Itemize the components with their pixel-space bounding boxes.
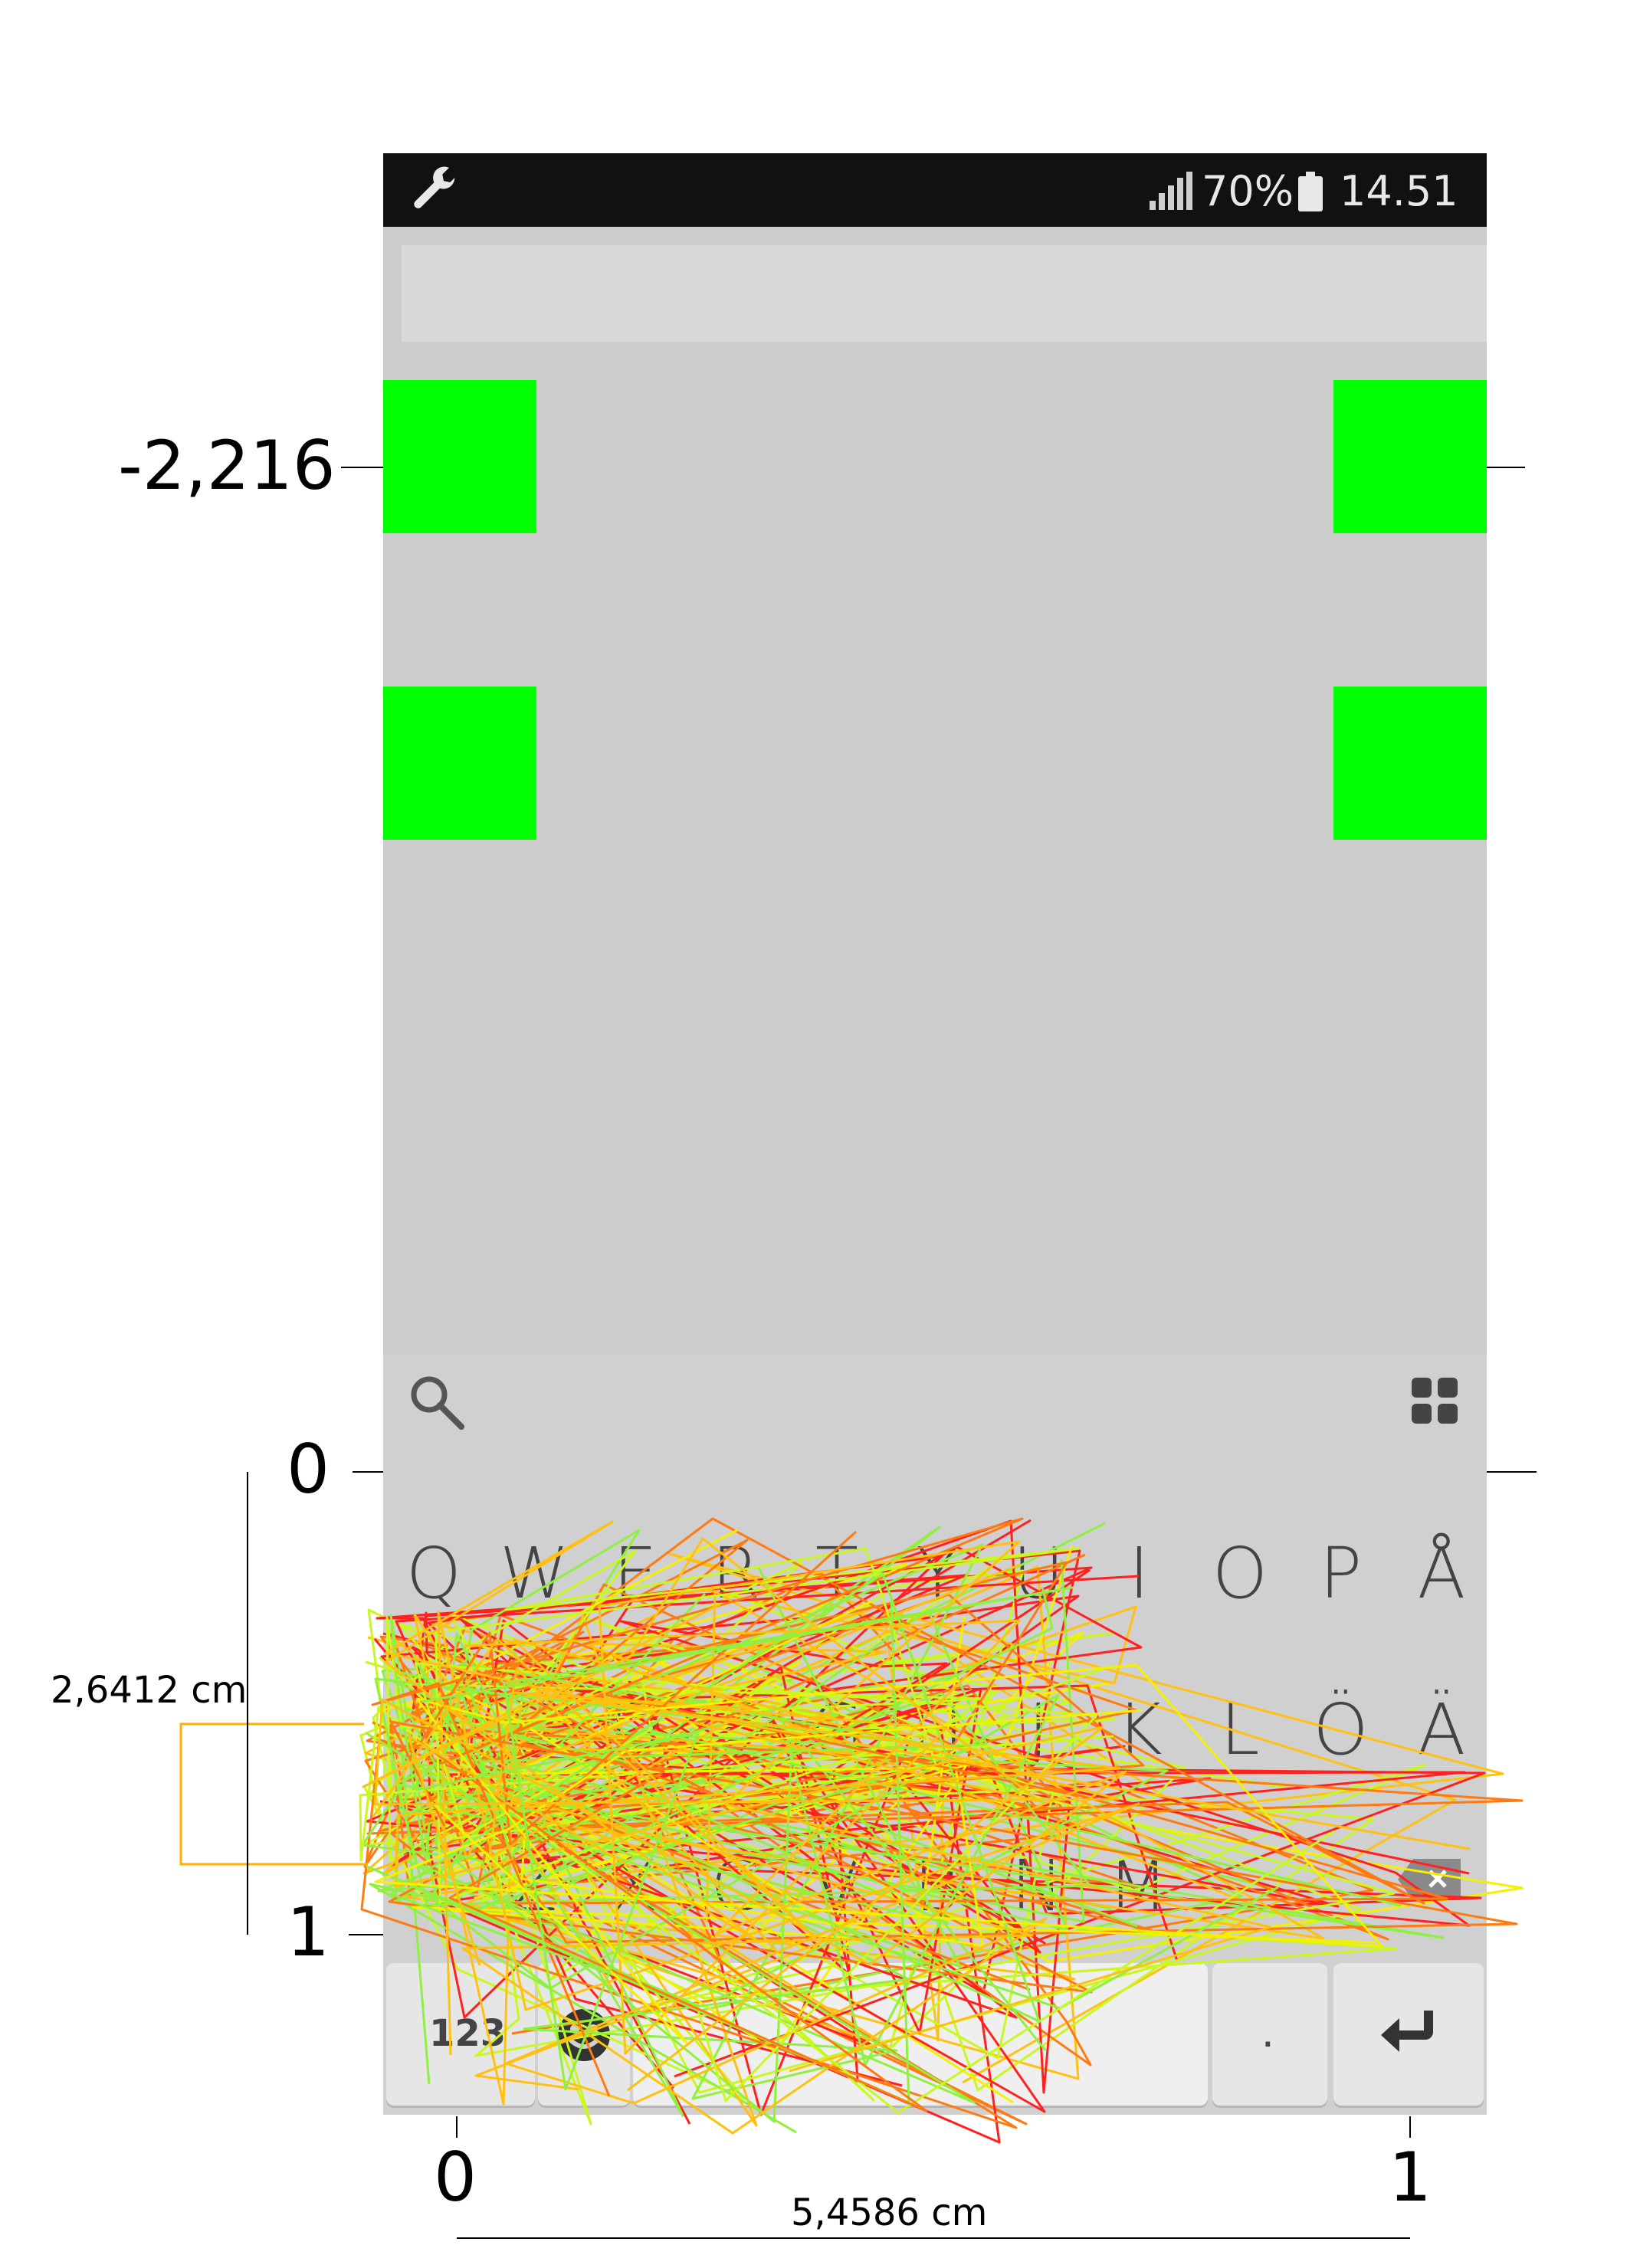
- key-q[interactable]: Q: [405, 1532, 462, 1614]
- touch-trace: [389, 1530, 928, 2112]
- key-å[interactable]: Å: [1417, 1532, 1466, 1614]
- signal-icon: [1150, 172, 1192, 210]
- y-label-zero: 0: [287, 1430, 330, 1509]
- y-label-top: -2,216: [118, 426, 336, 505]
- enter-icon: [1381, 2011, 1433, 2052]
- search-icon[interactable]: [406, 1372, 467, 1433]
- touch-trace: [374, 1663, 1383, 2044]
- status-bar: 70% 14.51: [383, 153, 1487, 227]
- numbers-key-label: 123: [429, 2012, 507, 2055]
- width-label: 5,4586 cm: [791, 2191, 988, 2234]
- clock: 14.51: [1340, 167, 1458, 215]
- key-i[interactable]: I: [1128, 1532, 1150, 1614]
- period-key[interactable]: .: [1212, 1963, 1327, 2106]
- key-o[interactable]: O: [1212, 1532, 1268, 1614]
- period-key-label: .: [1261, 2005, 1274, 2057]
- touch-trace: [401, 1567, 1060, 2066]
- target-middle-right[interactable]: [1333, 687, 1487, 840]
- battery-icon: [1298, 172, 1323, 211]
- touch-trace: [394, 1575, 1140, 2019]
- touch-trace: [362, 1520, 1041, 1966]
- touch-trace: [437, 1563, 1140, 2135]
- enter-key[interactable]: [1333, 1963, 1484, 2106]
- touch-trace: [179, 1722, 368, 1866]
- numbers-key[interactable]: 123: [386, 1963, 535, 2106]
- touch-trace: [410, 1555, 1470, 2019]
- x-label-zero: 0: [434, 2138, 477, 2217]
- target-top-left[interactable]: [383, 380, 536, 533]
- y-label-one: 1: [287, 1893, 330, 1971]
- battery-percent: 70%: [1202, 167, 1294, 215]
- grid-icon[interactable]: [1412, 1378, 1459, 1425]
- top-input-bar[interactable]: [402, 245, 1487, 342]
- touch-trace: [415, 1586, 1074, 2091]
- target-top-right[interactable]: [1333, 380, 1487, 533]
- height-label: 2,6412 cm: [51, 1669, 248, 1712]
- key-l[interactable]: L: [1220, 1689, 1260, 1771]
- touch-trace: [412, 1632, 1279, 2123]
- key-p[interactable]: P: [1319, 1532, 1363, 1614]
- touch-trace: [588, 1540, 1471, 2073]
- touch-traces: [179, 1517, 1524, 2144]
- target-middle-left[interactable]: [383, 687, 536, 840]
- wrench-icon: [414, 166, 458, 208]
- touch-trace: [360, 1593, 1518, 2129]
- touch-trace: [413, 1590, 1325, 2127]
- x-label-one: 1: [1389, 2138, 1432, 2217]
- touch-trace: [372, 1619, 1127, 1966]
- touch-trace: [371, 1517, 1079, 2097]
